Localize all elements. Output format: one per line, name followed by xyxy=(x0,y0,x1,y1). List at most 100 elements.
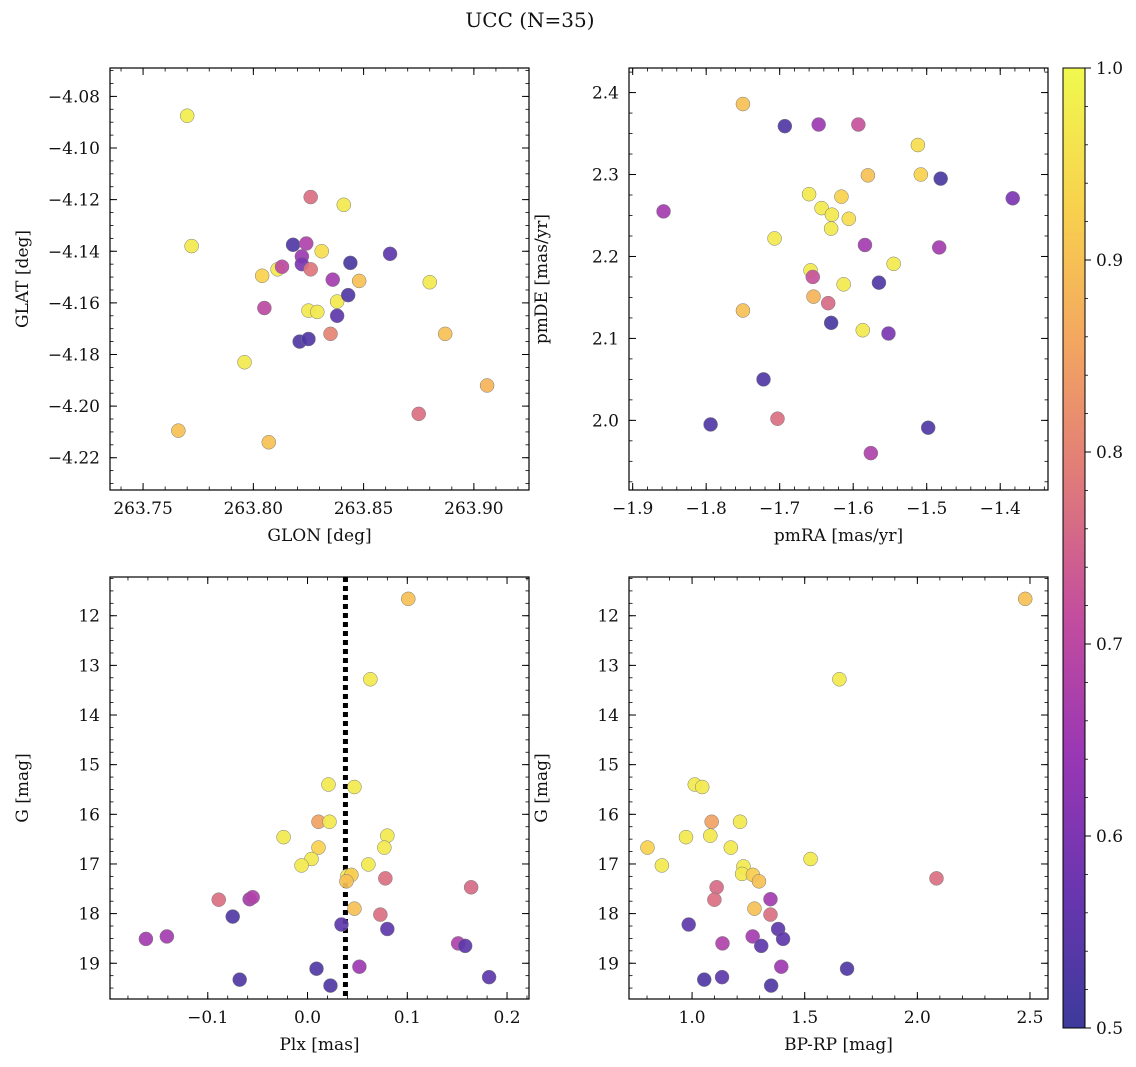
colorbar-tick-label: 0.8 xyxy=(1096,443,1123,463)
scatter-point xyxy=(709,880,724,895)
x-tick-label: 0.2 xyxy=(494,1008,521,1028)
y-tick-label: 2.0 xyxy=(592,411,619,431)
x-tick-label: 0.1 xyxy=(394,1008,421,1028)
scatter-point xyxy=(806,289,821,304)
scatter-point xyxy=(745,929,760,944)
scatter-point xyxy=(774,959,789,974)
scatter-point xyxy=(860,168,876,183)
y-tick-label: 13 xyxy=(78,656,100,676)
scatter-point xyxy=(237,354,252,370)
scatter-point xyxy=(805,269,821,285)
scatter-point xyxy=(309,961,324,976)
scatter-point xyxy=(245,889,260,905)
scatter-point xyxy=(321,777,336,792)
scatter-point xyxy=(824,207,840,222)
scatter-point xyxy=(735,303,751,318)
y-tick-label: 16 xyxy=(597,805,619,825)
colorbar-tick-label: 0.9 xyxy=(1096,251,1123,271)
plot-frame xyxy=(109,576,530,1000)
y-tick-label: 15 xyxy=(597,756,619,776)
y-tick-label: 18 xyxy=(597,905,619,925)
scatter-point xyxy=(763,907,778,922)
x-axis-label: BP-RP [mag] xyxy=(784,1035,893,1055)
x-tick-label: 1.5 xyxy=(791,1008,818,1028)
x-tick-label: 263.80 xyxy=(224,499,283,519)
scatter-point xyxy=(285,237,301,253)
scatter-point xyxy=(411,406,426,422)
scatter-point xyxy=(696,972,712,987)
scatter-point xyxy=(225,909,240,924)
scatter-point xyxy=(715,936,730,951)
pmra-pmde-panel: −1.9 −1.8 −1.7 −1.6 −1.5 −1.4 2.0 2.1 2.2 2.3 2.4 p… xyxy=(532,67,1049,546)
scatter-point xyxy=(703,828,718,843)
y-tick-label: 19 xyxy=(597,954,619,974)
x-tick-label: −1.4 xyxy=(980,499,1021,519)
colorbar-gradient xyxy=(1062,67,1086,1029)
x-tick-label: −0.1 xyxy=(187,1008,228,1028)
scatter-point xyxy=(261,435,277,450)
y-tick-label: 14 xyxy=(78,706,100,726)
scatter-point xyxy=(422,274,438,290)
scatter-point xyxy=(694,779,710,795)
y-axis-label: GLAT [deg] xyxy=(13,230,33,328)
scatter-point xyxy=(463,880,479,895)
scatter-point xyxy=(303,262,318,277)
y-tick-label: 16 xyxy=(78,805,100,825)
scatter-point xyxy=(294,858,309,873)
x-tick-label: 0.0 xyxy=(294,1008,321,1028)
scatter-point xyxy=(703,417,718,432)
scatter-point xyxy=(380,828,395,843)
scatter-point xyxy=(881,326,896,341)
scatter-point xyxy=(751,874,767,889)
scatter-point xyxy=(179,108,195,123)
scatter-point xyxy=(823,221,839,236)
x-tick-label: 263.75 xyxy=(113,499,172,519)
x-axis-label: pmRA [mas/yr] xyxy=(774,526,903,546)
colorbar-tick-label: 0.5 xyxy=(1096,1019,1123,1039)
x-tick-label: 263.85 xyxy=(334,499,393,519)
x-tick-label: −1.7 xyxy=(759,499,800,519)
y-tick-label: 14 xyxy=(597,706,619,726)
scatter-point xyxy=(401,591,416,607)
scatter-point xyxy=(325,272,340,287)
scatter-point xyxy=(303,189,318,205)
y-tick-label: 18 xyxy=(78,905,100,925)
scatter-point xyxy=(777,118,793,134)
scatter-point xyxy=(931,240,947,255)
scatter-point xyxy=(832,672,847,687)
y-tick-label: −4.14 xyxy=(48,242,100,262)
y-tick-label: −4.12 xyxy=(48,191,100,211)
x-tick-label: −1.6 xyxy=(833,499,874,519)
scatter-point xyxy=(171,423,186,438)
scatter-point xyxy=(640,840,655,855)
scatter-point xyxy=(656,204,671,219)
scatter-point xyxy=(820,295,836,311)
scatter-point xyxy=(159,929,175,944)
scatter-point xyxy=(310,304,325,320)
scatter-point xyxy=(301,331,316,347)
scatter-point xyxy=(184,238,199,254)
scatter-point xyxy=(654,858,670,873)
bprp-g-panel: 1.0 1.5 2.0 2.5 12 13 14 15 16 17 18 19 BP-RP [mag] G… xyxy=(532,576,1049,1055)
scatter-point xyxy=(299,236,314,251)
scatter-point xyxy=(910,137,926,153)
scatter-point xyxy=(855,322,871,338)
colorbar-tick-label: 1.0 xyxy=(1096,59,1123,79)
scatter-point xyxy=(211,892,226,907)
scatter-point xyxy=(274,259,290,274)
y-tick-label: 13 xyxy=(597,656,619,676)
scatter-point xyxy=(723,840,739,855)
colorbar-tick-label: 0.6 xyxy=(1096,827,1123,847)
scatter-point xyxy=(382,246,398,262)
scatter-point xyxy=(378,871,393,886)
scatter-point xyxy=(756,372,771,387)
scatter-point xyxy=(1017,591,1033,607)
scatter-point xyxy=(363,672,378,687)
x-tick-label: 1.0 xyxy=(679,1008,706,1028)
y-tick-label: 19 xyxy=(78,954,100,974)
scatter-point xyxy=(232,972,247,987)
scatter-point xyxy=(747,901,762,916)
y-tick-label: 12 xyxy=(78,607,100,627)
scatter-point xyxy=(770,411,785,426)
scatter-point xyxy=(457,938,473,954)
